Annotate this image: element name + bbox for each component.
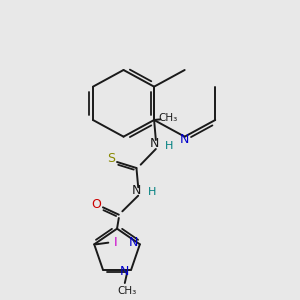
Text: CH₃: CH₃ bbox=[117, 286, 136, 296]
Text: S: S bbox=[107, 152, 115, 164]
Text: H: H bbox=[147, 187, 156, 197]
Text: O: O bbox=[92, 197, 101, 211]
Text: N: N bbox=[120, 265, 130, 278]
Text: H: H bbox=[165, 141, 173, 151]
Text: N: N bbox=[149, 137, 159, 150]
Text: N: N bbox=[129, 236, 138, 249]
Text: N: N bbox=[132, 184, 141, 196]
Text: CH₃: CH₃ bbox=[158, 113, 177, 123]
Text: N: N bbox=[180, 133, 189, 146]
Text: I: I bbox=[114, 236, 117, 249]
